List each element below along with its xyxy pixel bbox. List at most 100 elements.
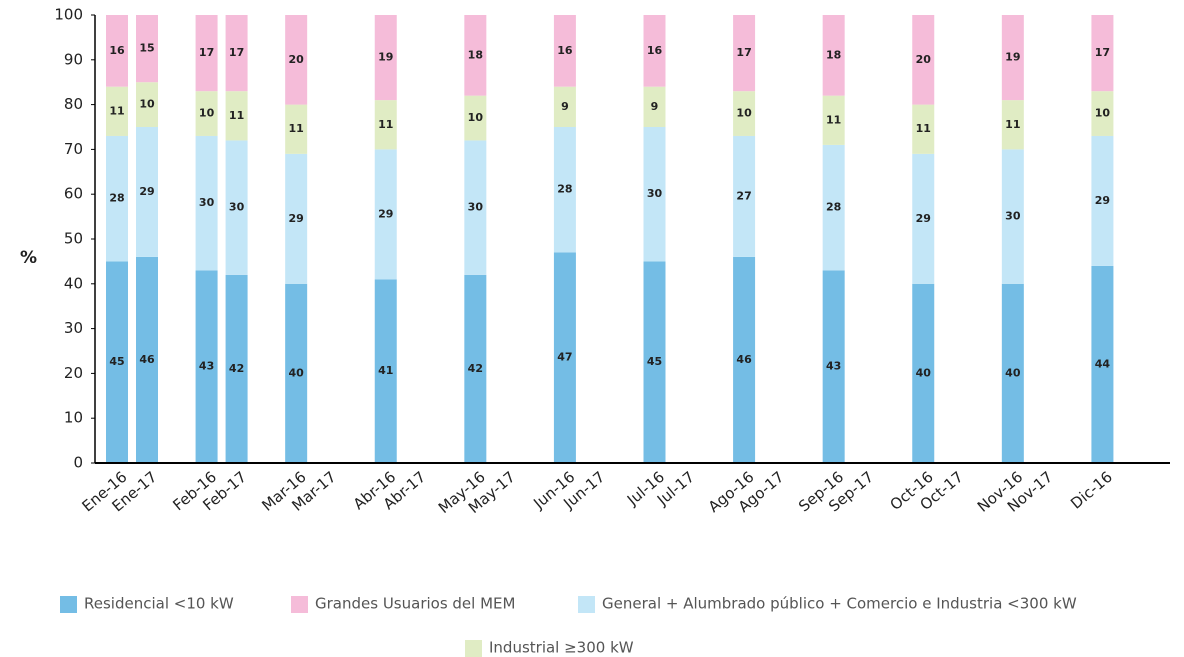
value-label: 20 bbox=[916, 53, 932, 66]
value-label: 29 bbox=[289, 212, 304, 225]
bar-segment bbox=[464, 15, 487, 96]
bar-segment bbox=[285, 153, 308, 284]
value-label: 45 bbox=[647, 355, 662, 368]
y-axis-label: % bbox=[20, 248, 37, 268]
bar-segment bbox=[1091, 135, 1114, 266]
y-tick-label: 100 bbox=[54, 6, 83, 24]
value-label: 11 bbox=[109, 104, 124, 117]
bar-segment bbox=[225, 91, 248, 141]
x-tick-label: Dic-16 bbox=[1067, 468, 1116, 513]
value-label: 43 bbox=[826, 360, 841, 373]
value-label: 30 bbox=[199, 196, 215, 209]
bar-segment bbox=[733, 135, 756, 257]
bar-segment bbox=[1091, 91, 1114, 136]
bar-segment bbox=[136, 127, 158, 257]
value-label: 44 bbox=[1095, 357, 1111, 370]
value-label: 27 bbox=[736, 189, 751, 202]
legend-swatch bbox=[465, 640, 482, 657]
value-label: 46 bbox=[139, 353, 155, 366]
bar-segment bbox=[195, 15, 218, 92]
bar-segment bbox=[374, 15, 397, 101]
bar-segment bbox=[1001, 100, 1024, 150]
bar-segment bbox=[733, 15, 756, 92]
value-label: 45 bbox=[109, 355, 124, 368]
bar-segment bbox=[106, 15, 128, 87]
value-label: 11 bbox=[229, 109, 244, 122]
bar-segment bbox=[464, 274, 487, 463]
bar-segment bbox=[285, 104, 308, 154]
bar-segment bbox=[136, 256, 158, 463]
value-label: 15 bbox=[139, 42, 154, 55]
legend-label: Residencial <10 kW bbox=[84, 595, 234, 613]
value-label: 17 bbox=[736, 46, 751, 59]
value-label: 20 bbox=[289, 53, 305, 66]
bar-segment bbox=[733, 256, 756, 463]
value-label: 29 bbox=[378, 207, 393, 220]
legend-label: Grandes Usuarios del MEM bbox=[315, 595, 515, 613]
value-label: 28 bbox=[826, 201, 841, 214]
value-label: 17 bbox=[1095, 46, 1110, 59]
bar-segment bbox=[464, 95, 487, 141]
bar-segment bbox=[553, 15, 576, 87]
value-label: 10 bbox=[199, 107, 215, 120]
bar-segment bbox=[195, 135, 218, 271]
legend-swatch bbox=[578, 596, 595, 613]
value-label: 30 bbox=[468, 201, 484, 214]
bar-segment bbox=[822, 15, 845, 96]
value-label: 46 bbox=[736, 353, 752, 366]
value-label: 11 bbox=[289, 122, 304, 135]
value-label: 18 bbox=[826, 48, 841, 61]
bar-segment bbox=[912, 15, 935, 105]
bar-segment bbox=[225, 15, 248, 92]
bar-segment bbox=[225, 274, 248, 463]
value-label: 40 bbox=[289, 366, 305, 379]
bar-segment bbox=[195, 91, 218, 136]
bar-segment bbox=[225, 140, 248, 275]
y-tick-label: 10 bbox=[64, 409, 83, 427]
legend-swatch bbox=[60, 596, 77, 613]
bar-segment bbox=[912, 283, 935, 463]
value-label: 10 bbox=[468, 111, 484, 124]
bar-segment bbox=[912, 104, 935, 154]
bar-segment bbox=[1091, 265, 1114, 463]
value-label: 19 bbox=[378, 51, 393, 64]
y-tick-label: 70 bbox=[64, 140, 83, 158]
value-label: 16 bbox=[647, 44, 663, 57]
y-tick-label: 40 bbox=[64, 274, 83, 292]
bar-segment bbox=[733, 91, 756, 136]
value-label: 28 bbox=[557, 183, 572, 196]
value-label: 18 bbox=[468, 48, 483, 61]
legend-swatch bbox=[291, 596, 308, 613]
bar-segment bbox=[1001, 15, 1024, 101]
value-label: 42 bbox=[229, 362, 244, 375]
legend-label: General + Alumbrado público + Comercio e… bbox=[602, 595, 1077, 613]
bar-segment bbox=[374, 279, 397, 463]
bar-segment bbox=[822, 144, 845, 271]
value-label: 30 bbox=[229, 201, 245, 214]
bar-segment bbox=[643, 15, 666, 87]
value-label: 10 bbox=[736, 107, 752, 120]
value-label: 9 bbox=[561, 100, 569, 113]
bar-segment bbox=[643, 127, 666, 262]
value-label: 47 bbox=[557, 351, 572, 364]
bar-segment bbox=[553, 252, 576, 463]
bar-segment bbox=[136, 82, 158, 127]
bar-segment bbox=[912, 153, 935, 284]
y-tick-label: 50 bbox=[64, 230, 83, 248]
value-label: 40 bbox=[916, 366, 932, 379]
value-label: 9 bbox=[651, 100, 659, 113]
y-tick-label: 90 bbox=[64, 50, 83, 68]
bar-segment bbox=[374, 100, 397, 150]
value-label: 10 bbox=[139, 98, 155, 111]
value-label: 16 bbox=[109, 44, 125, 57]
legend-label: Industrial ≥300 kW bbox=[489, 639, 634, 657]
bar-segment bbox=[106, 86, 128, 136]
y-tick-label: 30 bbox=[64, 319, 83, 337]
bar-segment bbox=[136, 15, 158, 83]
value-label: 11 bbox=[378, 118, 393, 131]
bar-segment bbox=[643, 86, 666, 127]
value-label: 17 bbox=[229, 46, 244, 59]
bar-segment bbox=[1091, 15, 1114, 92]
bar-segment bbox=[106, 135, 128, 262]
